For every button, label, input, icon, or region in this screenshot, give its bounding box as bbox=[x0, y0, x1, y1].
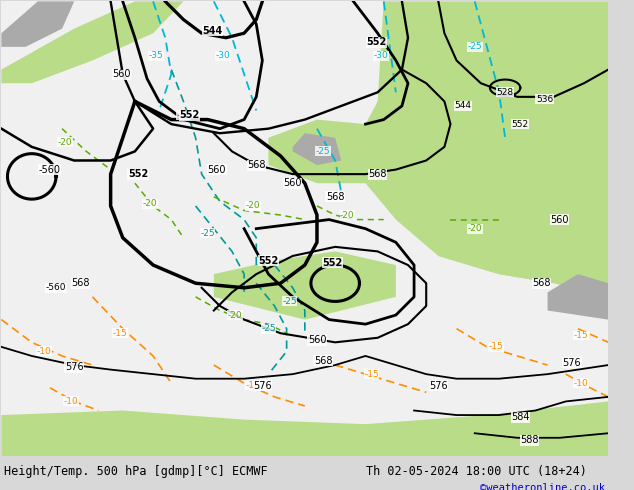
Polygon shape bbox=[214, 251, 396, 319]
Text: 552: 552 bbox=[322, 258, 342, 268]
Text: -25: -25 bbox=[467, 42, 482, 51]
Text: 560: 560 bbox=[112, 69, 131, 79]
Text: -15: -15 bbox=[364, 369, 379, 379]
Text: 560: 560 bbox=[550, 215, 569, 224]
Text: ©weatheronline.co.uk: ©weatheronline.co.uk bbox=[480, 483, 605, 490]
Text: -15: -15 bbox=[112, 329, 127, 338]
Polygon shape bbox=[438, 206, 608, 297]
Text: 560: 560 bbox=[307, 335, 327, 345]
Text: -20: -20 bbox=[228, 311, 242, 319]
Text: 536: 536 bbox=[536, 95, 553, 103]
Text: -15: -15 bbox=[489, 343, 503, 351]
Text: 576: 576 bbox=[65, 362, 84, 372]
Text: 552: 552 bbox=[512, 120, 529, 129]
Text: -560: -560 bbox=[46, 283, 67, 292]
Text: Height/Temp. 500 hPa [gdmp][°C] ECMWF: Height/Temp. 500 hPa [gdmp][°C] ECMWF bbox=[4, 465, 268, 478]
Text: -25: -25 bbox=[316, 147, 330, 156]
Text: -20: -20 bbox=[467, 224, 482, 233]
Text: -15: -15 bbox=[574, 331, 588, 340]
Text: -20: -20 bbox=[340, 211, 354, 220]
Polygon shape bbox=[353, 1, 608, 283]
Text: 588: 588 bbox=[520, 435, 539, 445]
Polygon shape bbox=[548, 274, 608, 319]
Text: 584: 584 bbox=[511, 412, 529, 422]
Polygon shape bbox=[1, 1, 74, 47]
Text: 568: 568 bbox=[326, 192, 344, 202]
Text: 568: 568 bbox=[368, 169, 387, 179]
Text: 528: 528 bbox=[496, 88, 514, 97]
Text: 552: 552 bbox=[258, 255, 278, 266]
Text: -20: -20 bbox=[246, 201, 261, 210]
Text: Th 02-05-2024 18:00 UTC (18+24): Th 02-05-2024 18:00 UTC (18+24) bbox=[366, 465, 586, 478]
Polygon shape bbox=[268, 120, 390, 183]
Text: 568: 568 bbox=[314, 356, 332, 366]
Text: 560: 560 bbox=[283, 178, 302, 188]
Text: -25: -25 bbox=[261, 324, 276, 333]
Polygon shape bbox=[1, 401, 608, 456]
Text: -15: -15 bbox=[246, 381, 261, 390]
Text: 568: 568 bbox=[247, 160, 266, 170]
Text: -10: -10 bbox=[37, 347, 51, 356]
Polygon shape bbox=[293, 133, 341, 165]
Text: 568: 568 bbox=[71, 278, 89, 288]
Text: 552: 552 bbox=[128, 169, 148, 179]
Text: 544: 544 bbox=[202, 26, 223, 36]
Text: 544: 544 bbox=[454, 101, 471, 110]
Text: -35: -35 bbox=[149, 51, 164, 60]
Polygon shape bbox=[1, 1, 183, 83]
Text: -30: -30 bbox=[216, 51, 230, 60]
Text: 576: 576 bbox=[562, 358, 581, 368]
Text: 552: 552 bbox=[366, 37, 387, 48]
Text: -20: -20 bbox=[58, 138, 72, 147]
Text: -25: -25 bbox=[200, 229, 215, 238]
Text: -30: -30 bbox=[176, 111, 191, 120]
Text: -30: -30 bbox=[373, 51, 388, 60]
Text: 576: 576 bbox=[253, 381, 271, 391]
Text: -20: -20 bbox=[143, 199, 157, 208]
Text: 576: 576 bbox=[429, 381, 448, 391]
Text: 552: 552 bbox=[179, 110, 200, 120]
Text: -10: -10 bbox=[574, 379, 588, 388]
Text: 560: 560 bbox=[207, 165, 226, 174]
Text: 568: 568 bbox=[533, 278, 551, 288]
Text: -10: -10 bbox=[64, 397, 79, 406]
Text: -25: -25 bbox=[282, 297, 297, 306]
Text: -560: -560 bbox=[39, 165, 61, 174]
